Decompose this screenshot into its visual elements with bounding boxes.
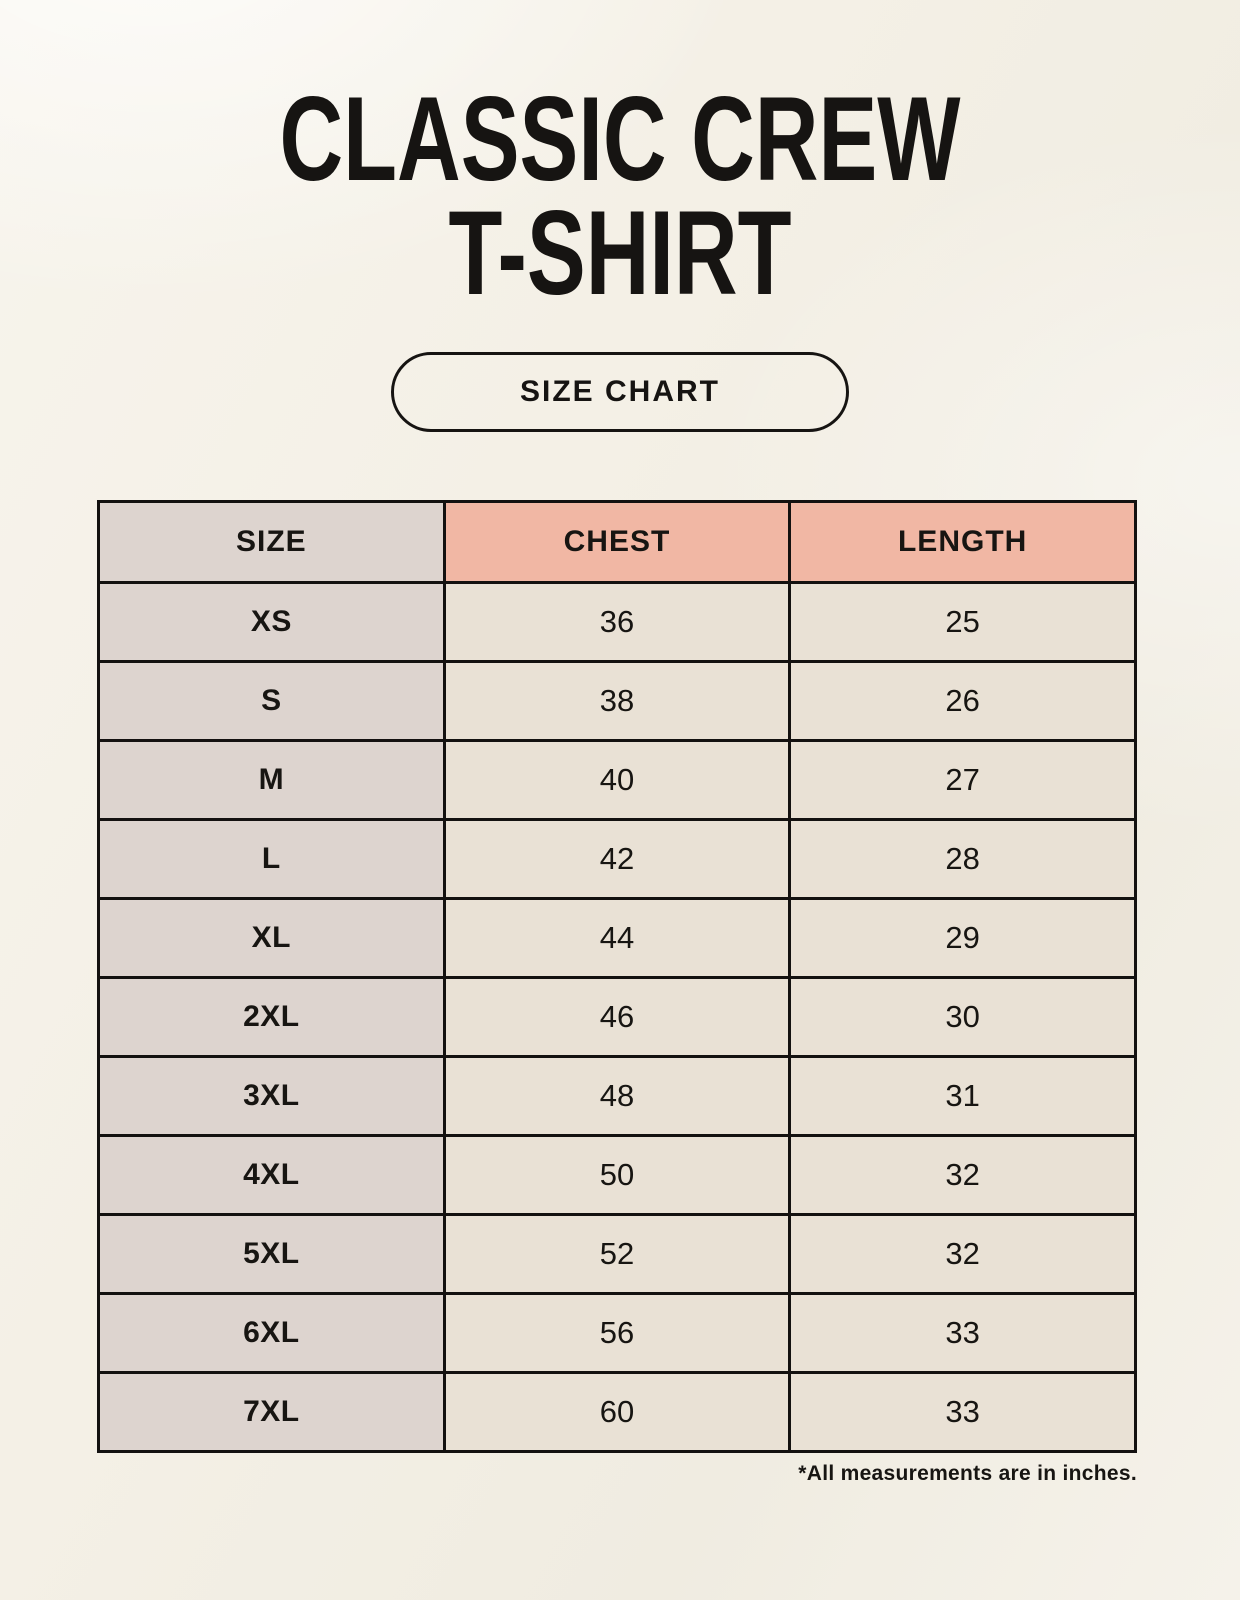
header-row: SIZE CHEST LENGTH [97, 500, 1137, 584]
table-row: S 38 26 [97, 660, 1137, 742]
table-row: 5XL 52 32 [97, 1213, 1137, 1295]
length-cell: 29 [788, 897, 1137, 979]
chest-cell: 50 [442, 1134, 792, 1216]
table-row: 7XL 60 33 [97, 1371, 1137, 1453]
size-cell: 3XL [97, 1055, 446, 1137]
length-cell: 28 [788, 818, 1137, 900]
table-row: 2XL 46 30 [97, 976, 1137, 1058]
length-cell: 25 [788, 581, 1137, 663]
size-cell: L [97, 818, 446, 900]
chest-cell: 48 [442, 1055, 792, 1137]
size-cell: XL [97, 897, 446, 979]
chest-cell: 40 [442, 739, 792, 821]
size-chart-badge-label: SIZE CHART [520, 375, 720, 408]
size-table-header: SIZE CHEST LENGTH [97, 500, 1137, 584]
length-cell: 32 [788, 1134, 1137, 1216]
column-header-chest: CHEST [442, 500, 792, 584]
table-row: XL 44 29 [97, 897, 1137, 979]
table-row: M 40 27 [97, 739, 1137, 821]
length-cell: 27 [788, 739, 1137, 821]
size-cell: M [97, 739, 446, 821]
length-cell: 33 [788, 1371, 1137, 1453]
length-cell: 33 [788, 1292, 1137, 1374]
chest-cell: 38 [442, 660, 792, 742]
page-title-line-2: T-SHIRT [448, 186, 792, 320]
size-table-body: XS 36 25 S 38 26 M 40 27 L 42 28 XL 44 29 2XL 46 30 3XL 48 3… [97, 581, 1137, 1453]
table-row: L 42 28 [97, 818, 1137, 900]
size-cell: XS [97, 581, 446, 663]
table-row: 3XL 48 31 [97, 1055, 1137, 1137]
measurements-note: *All measurements are in inches. [798, 1462, 1137, 1485]
size-cell: S [97, 660, 446, 742]
size-cell: 6XL [97, 1292, 446, 1374]
column-header-size: SIZE [97, 500, 446, 584]
size-cell: 5XL [97, 1213, 446, 1295]
table-row: 6XL 56 33 [97, 1292, 1137, 1374]
chest-cell: 46 [442, 976, 792, 1058]
chest-cell: 52 [442, 1213, 792, 1295]
chest-cell: 44 [442, 897, 792, 979]
size-table: SIZE CHEST LENGTH XS 36 25 S 38 26 M 40 27 L 42 28 X… [97, 500, 1137, 1453]
page-title: CLASSIC CREW T-SHIRT [164, 0, 1075, 320]
chest-cell: 56 [442, 1292, 792, 1374]
table-row: 4XL 50 32 [97, 1134, 1137, 1216]
chest-cell: 36 [442, 581, 792, 663]
size-cell: 7XL [97, 1371, 446, 1453]
size-chart-badge: SIZE CHART [391, 352, 849, 432]
length-cell: 26 [788, 660, 1137, 742]
size-cell: 2XL [97, 976, 446, 1058]
size-cell: 4XL [97, 1134, 446, 1216]
length-cell: 32 [788, 1213, 1137, 1295]
chest-cell: 60 [442, 1371, 792, 1453]
page-title-line-1: CLASSIC CREW [279, 72, 961, 206]
length-cell: 30 [788, 976, 1137, 1058]
length-cell: 31 [788, 1055, 1137, 1137]
table-row: XS 36 25 [97, 581, 1137, 663]
chest-cell: 42 [442, 818, 792, 900]
column-header-length: LENGTH [788, 500, 1137, 584]
